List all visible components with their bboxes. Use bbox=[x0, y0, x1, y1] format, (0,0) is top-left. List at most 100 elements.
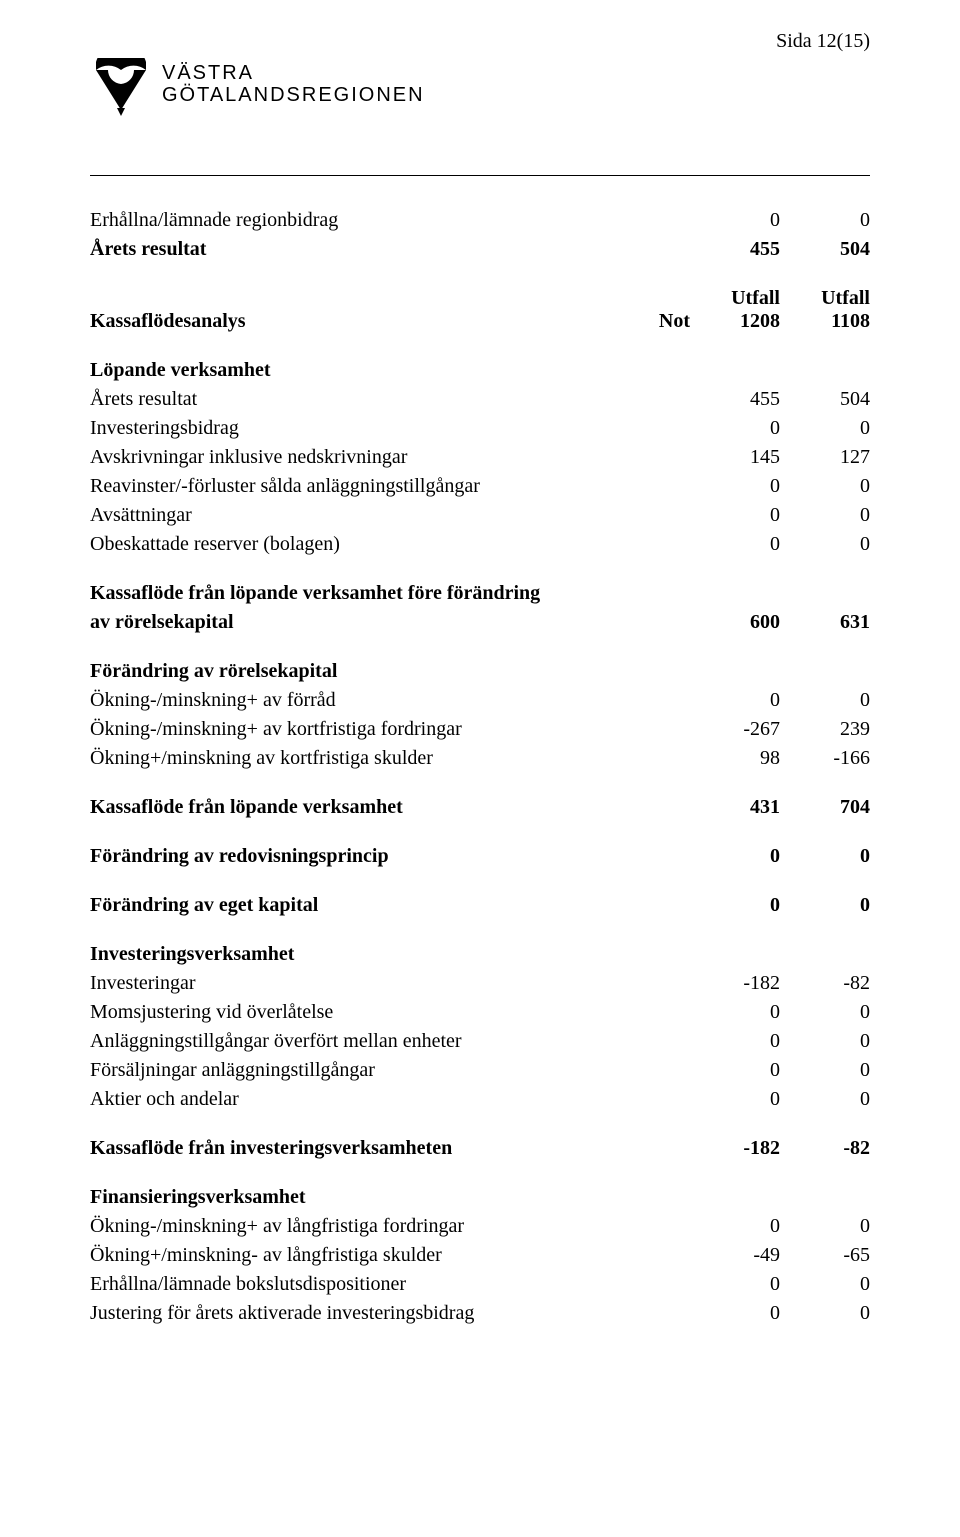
cell-v2: 127 bbox=[780, 443, 870, 472]
table-row: KassaflödesanalysNotUtfall1208Utfall1108 bbox=[90, 284, 870, 336]
row-label: Avskrivningar inklusive nedskrivningar bbox=[90, 443, 600, 472]
cell-empty bbox=[600, 579, 690, 608]
row-label: Anläggningstillgångar överfört mellan en… bbox=[90, 1027, 600, 1056]
table-row: Försäljningar anläggningstillgångar00 bbox=[90, 1056, 870, 1085]
cell-not bbox=[600, 998, 690, 1027]
table-row: Ökning+/minskning- av långfristiga skuld… bbox=[90, 1241, 870, 1270]
table-row: Avsättningar00 bbox=[90, 501, 870, 530]
table-row: Anläggningstillgångar överfört mellan en… bbox=[90, 1027, 870, 1056]
financial-table: Erhållna/lämnade regionbidrag00Årets res… bbox=[90, 206, 870, 1328]
cell-not bbox=[600, 891, 690, 920]
cell-v1: 0 bbox=[690, 891, 780, 920]
cell-v1: 0 bbox=[690, 1027, 780, 1056]
cell-not bbox=[600, 443, 690, 472]
cell-v1: 455 bbox=[690, 235, 780, 264]
table-row: Ökning-/minskning+ av långfristiga fordr… bbox=[90, 1212, 870, 1241]
cell-v2: 0 bbox=[780, 501, 870, 530]
row-label: Årets resultat bbox=[90, 385, 600, 414]
spacer-row bbox=[90, 920, 870, 940]
cell-v1: -267 bbox=[690, 715, 780, 744]
cell-not bbox=[600, 715, 690, 744]
cell-v1: 455 bbox=[690, 385, 780, 414]
spacer-row bbox=[90, 871, 870, 891]
cell-v1: 0 bbox=[690, 1056, 780, 1085]
table-row: Justering för årets aktiverade investeri… bbox=[90, 1299, 870, 1328]
cell-empty bbox=[780, 579, 870, 608]
row-label: Investeringsverksamhet bbox=[90, 940, 600, 969]
cell-empty bbox=[600, 940, 690, 969]
header-rule bbox=[90, 175, 870, 176]
table-row: Investeringar-182-82 bbox=[90, 969, 870, 998]
row-label: Obeskattade reserver (bolagen) bbox=[90, 530, 600, 559]
cell-empty bbox=[600, 1183, 690, 1212]
table-row: Förändring av redovisningsprincip00 bbox=[90, 842, 870, 871]
row-label: Finansieringsverksamhet bbox=[90, 1183, 600, 1212]
table-row: Förändring av rörelsekapital bbox=[90, 657, 870, 686]
cell-not bbox=[600, 969, 690, 998]
cell-v1: 431 bbox=[690, 793, 780, 822]
row-label: Aktier och andelar bbox=[90, 1085, 600, 1114]
cell-v2: 0 bbox=[780, 1270, 870, 1299]
row-label: Kassaflöde från löpande verksamhet före … bbox=[90, 579, 600, 608]
cell-not bbox=[600, 1241, 690, 1270]
cell-not bbox=[600, 414, 690, 443]
cell-v1: 0 bbox=[690, 998, 780, 1027]
cell-v1: 0 bbox=[690, 206, 780, 235]
table-row: Kassaflöde från löpande verksamhet före … bbox=[90, 579, 870, 608]
cell-v1: 0 bbox=[690, 842, 780, 871]
cell-v1: -182 bbox=[690, 1134, 780, 1163]
spacer-row bbox=[90, 336, 870, 356]
table-row: Obeskattade reserver (bolagen)00 bbox=[90, 530, 870, 559]
table-row: Årets resultat455504 bbox=[90, 235, 870, 264]
table-row: Investeringsbidrag00 bbox=[90, 414, 870, 443]
col-header-utfall2: Utfall1108 bbox=[780, 284, 870, 336]
cell-v2: 0 bbox=[780, 472, 870, 501]
cell-v2: 0 bbox=[780, 414, 870, 443]
cell-not bbox=[600, 1056, 690, 1085]
cell-v2: -82 bbox=[780, 1134, 870, 1163]
row-label: Avsättningar bbox=[90, 501, 600, 530]
spacer-row bbox=[90, 773, 870, 793]
cell-v2: 0 bbox=[780, 998, 870, 1027]
cell-not bbox=[600, 1085, 690, 1114]
cell-v2: 504 bbox=[780, 385, 870, 414]
row-label: Kassaflöde från investeringsverksamheten bbox=[90, 1134, 600, 1163]
table-row: Erhållna/lämnade regionbidrag00 bbox=[90, 206, 870, 235]
cell-v1: 600 bbox=[690, 608, 780, 637]
cell-v2: 0 bbox=[780, 891, 870, 920]
row-label: Reavinster/-förluster sålda anläggningst… bbox=[90, 472, 600, 501]
cell-not bbox=[600, 793, 690, 822]
table-row: Ökning-/minskning+ av kortfristiga fordr… bbox=[90, 715, 870, 744]
row-label: Momsjustering vid överlåtelse bbox=[90, 998, 600, 1027]
row-label: Förändring av eget kapital bbox=[90, 891, 600, 920]
spacer-row bbox=[90, 559, 870, 579]
cell-v2: 0 bbox=[780, 686, 870, 715]
cell-v2: -82 bbox=[780, 969, 870, 998]
table-row: Ökning+/minskning av kortfristiga skulde… bbox=[90, 744, 870, 773]
cell-v2: -65 bbox=[780, 1241, 870, 1270]
spacer-row bbox=[90, 1114, 870, 1134]
table-row: Erhållna/lämnade bokslutsdispositioner00 bbox=[90, 1270, 870, 1299]
cell-v1: 0 bbox=[690, 530, 780, 559]
row-label: Erhållna/lämnade bokslutsdispositioner bbox=[90, 1270, 600, 1299]
row-label: av rörelsekapital bbox=[90, 608, 600, 637]
col-header-utfall1: Utfall1208 bbox=[690, 284, 780, 336]
spacer-row bbox=[90, 264, 870, 284]
cell-v1: 98 bbox=[690, 744, 780, 773]
cell-empty bbox=[780, 1183, 870, 1212]
table-row: Förändring av eget kapital 00 bbox=[90, 891, 870, 920]
logo-icon bbox=[90, 58, 152, 120]
row-label: Ökning+/minskning av kortfristiga skulde… bbox=[90, 744, 600, 773]
cell-not bbox=[600, 235, 690, 264]
cell-v2: 0 bbox=[780, 1212, 870, 1241]
row-label: Kassaflöde från löpande verksamhet bbox=[90, 793, 600, 822]
cell-v1: 0 bbox=[690, 1299, 780, 1328]
cell-v1: 145 bbox=[690, 443, 780, 472]
spacer-row bbox=[90, 637, 870, 657]
cell-empty bbox=[600, 657, 690, 686]
table-row: Investeringsverksamhet bbox=[90, 940, 870, 969]
table-row: Ökning-/minskning+ av förråd00 bbox=[90, 686, 870, 715]
row-label: Årets resultat bbox=[90, 235, 600, 264]
cell-empty bbox=[780, 940, 870, 969]
table-row: Reavinster/-förluster sålda anläggningst… bbox=[90, 472, 870, 501]
